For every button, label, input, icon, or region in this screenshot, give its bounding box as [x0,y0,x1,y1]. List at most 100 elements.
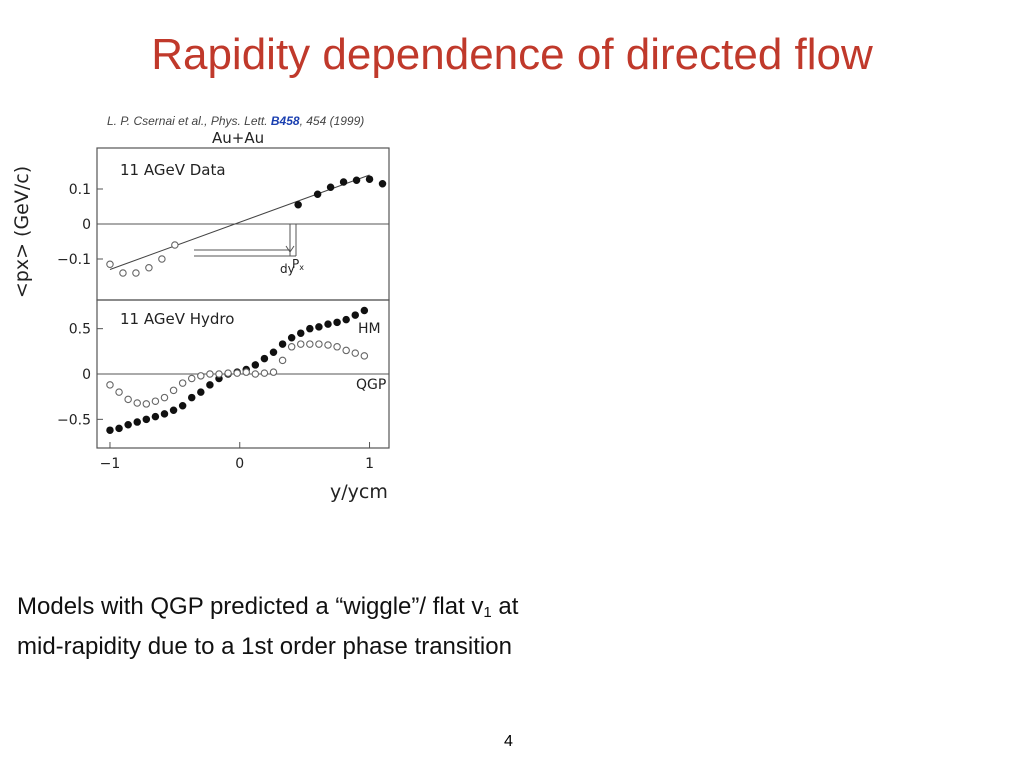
body-line-1-subscript: 1 [483,604,492,621]
filled-data-point [352,176,361,185]
open-data-point [106,260,114,268]
filled-data-point [187,393,196,402]
px-annotation-letter: P [292,257,299,271]
x-axis-label: y/ycm [330,481,388,503]
open-data-point [106,381,114,389]
hydro-panel-label: 11 AGeV Hydro [120,310,234,328]
open-data-point [158,255,166,263]
filled-data-point [333,318,341,327]
y-tick-label: −0.5 [57,412,91,428]
open-data-point [251,370,260,378]
y-tick-label: −0.1 [57,252,91,268]
open-data-point [160,393,169,402]
open-data-point [278,356,287,365]
filled-data-point [251,361,260,369]
x-tick-label: 1 [365,456,374,472]
open-data-point [178,379,187,387]
open-data-point [142,400,151,408]
citation-authors: L. P. Csernai et al., Phys. Lett. [107,114,271,128]
filled-data-point [378,180,387,188]
filled-data-point [178,401,187,410]
filled-data-point [169,406,178,415]
slide-title: Rapidity dependence of directed flow [151,30,873,79]
filled-data-point [278,340,287,348]
body-text: Models with QGP predicted a “wiggle”/ fl… [17,590,518,664]
filled-data-point [342,315,350,324]
open-data-point [169,386,178,395]
legend-hm: HM [358,321,381,337]
open-data-point [215,370,223,378]
filled-data-point [160,410,169,418]
open-data-point [315,340,323,348]
open-data-point [124,395,132,404]
filled-data-point [197,388,205,396]
open-data-point [115,388,123,396]
filled-data-point [365,175,374,183]
y-axis-label: <px> (GeV/c) [11,166,33,298]
y-tick-label: 0.5 [69,322,91,338]
fit-line [109,174,370,270]
open-data-point [132,269,140,277]
open-data-point [360,352,369,360]
open-data-point [151,397,160,405]
body-line-1-end: at [491,593,519,620]
page-number: 4 [504,733,513,750]
filled-data-point [313,190,322,199]
open-data-point [287,343,296,351]
filled-data-point [260,354,269,363]
open-data-point [206,370,214,378]
open-data-point [197,372,205,380]
citation-rest: , 454 (1999) [299,114,365,128]
open-data-point [306,340,314,348]
px-annotation: Px [292,257,304,272]
dy-annotation: dy [280,262,295,276]
filled-data-point [315,323,323,331]
filled-data-point [115,424,123,433]
filled-data-point [294,201,302,209]
filled-data-point [133,418,141,426]
body-line-2: mid-rapidity due to a 1st order phase tr… [17,633,512,660]
px-dy-annotation [194,224,297,257]
filled-data-point [324,320,332,328]
open-data-point [260,369,269,377]
open-data-point [333,343,341,351]
open-data-point [242,368,250,376]
open-data-point [324,341,332,349]
open-data-point [119,269,127,277]
filled-data-point [360,306,369,315]
y-tick-label: 0 [82,217,91,233]
filled-data-point [106,426,114,434]
filled-data-point [297,329,305,337]
open-data-point [224,369,232,377]
filled-data-point [206,381,214,389]
filled-data-point [351,311,360,319]
open-data-point [297,340,305,348]
open-data-point [171,241,179,249]
filled-data-point [287,333,296,342]
open-data-point [187,374,196,383]
filled-data-point [269,348,278,356]
filled-data-point [306,324,314,333]
chart-title-au-au: Au+Au [212,129,264,147]
open-data-point [351,349,360,357]
y-tick-label: 0 [82,367,91,383]
filled-data-point [151,412,160,421]
citation: L. P. Csernai et al., Phys. Lett. B458, … [107,114,364,128]
y-tick-label: 0.1 [69,182,91,198]
filled-data-point [142,415,151,424]
data-panel-label: 11 AGeV Data [120,161,226,179]
open-data-point [145,263,153,272]
body-line-1-text: Models with QGP predicted a “wiggle”/ fl… [17,593,484,620]
directed-flow-figure: Au+Au 11 AGeV Data 11 AGeV Hydro <px> (G… [11,129,390,503]
x-tick-label: −1 [100,456,121,472]
open-data-point [269,368,278,376]
legend-qgp: QGP [356,377,386,393]
open-data-point [233,369,241,377]
x-tick-label: 0 [235,456,244,472]
open-data-point [342,346,350,355]
filled-data-point [124,421,132,429]
open-data-point [133,399,141,407]
filled-data-point [326,183,335,192]
citation-volume: B458 [270,114,300,128]
px-annotation-subscript: x [299,263,304,272]
